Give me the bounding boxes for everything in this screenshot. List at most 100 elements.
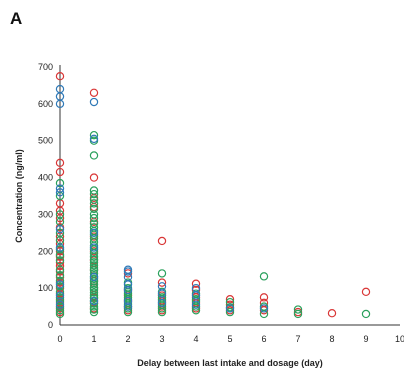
data-point (89, 294, 99, 303)
x-tick-label: 10 (395, 334, 404, 344)
x-tick-label: 1 (91, 334, 96, 344)
data-point (225, 304, 235, 313)
data-point (55, 99, 65, 109)
data-point (89, 210, 99, 219)
y-tick-label: 0 (48, 320, 53, 330)
data-point (55, 271, 65, 280)
data-point (55, 158, 65, 168)
data-point (157, 298, 167, 308)
x-tick-label: 7 (295, 334, 300, 344)
data-point (89, 186, 99, 195)
data-point (157, 307, 167, 317)
x-tick-label: 4 (193, 334, 198, 344)
data-point (89, 269, 99, 278)
data-point (89, 243, 99, 252)
data-point (157, 295, 167, 304)
data-point (191, 300, 201, 309)
data-point (89, 151, 99, 160)
data-point (55, 72, 65, 81)
data-point (191, 296, 201, 306)
data-point (89, 173, 99, 182)
y-tick-label: 200 (38, 246, 53, 256)
data-point (55, 178, 65, 188)
data-point (157, 269, 167, 278)
data-point (89, 299, 99, 308)
data-point (123, 280, 133, 289)
data-point (55, 261, 65, 271)
data-point (259, 293, 269, 302)
x-tick-label: 0 (57, 334, 62, 344)
data-point (89, 88, 99, 98)
data-point (55, 184, 65, 193)
x-tick-label: 5 (227, 334, 232, 344)
data-point (123, 302, 133, 311)
data-point (55, 276, 65, 285)
y-tick-label: 100 (38, 283, 53, 293)
x-axis-title: Delay between last intake and dosage (da… (137, 358, 323, 368)
axes (59, 65, 400, 326)
y-tick-labels: 0 100 200 300 400 500 600 700 (38, 62, 53, 330)
data-point (55, 213, 65, 223)
data-point (89, 283, 99, 292)
data-point (123, 307, 133, 317)
data-point (259, 272, 269, 281)
data-point (89, 228, 99, 238)
y-tick-label: 600 (38, 99, 53, 109)
data-point (327, 309, 337, 318)
data-point (225, 307, 235, 317)
x-tick-labels: 0 1 2 3 4 5 6 7 8 9 10 (57, 334, 404, 344)
data-point (89, 272, 99, 282)
data-point (89, 302, 99, 311)
data-point (89, 305, 99, 314)
data-point (89, 213, 99, 223)
data-point (55, 167, 65, 177)
data-point (89, 277, 99, 286)
data-point (89, 261, 99, 270)
data-point (55, 291, 65, 300)
data-point (361, 309, 371, 319)
data-point (123, 285, 133, 295)
data-point (259, 309, 269, 319)
x-tick-label: 8 (329, 334, 334, 344)
data-point (89, 97, 99, 107)
data-points (55, 72, 371, 319)
data-point (55, 243, 65, 252)
data-point (361, 287, 371, 297)
data-point (157, 278, 167, 287)
data-point (259, 304, 269, 313)
data-point (191, 306, 201, 315)
y-tick-label: 400 (38, 173, 53, 183)
data-point (55, 256, 65, 265)
y-tick-label: 500 (38, 136, 53, 146)
y-axis-title: Concentration (ng/ml) (14, 149, 24, 243)
data-point (293, 309, 303, 319)
data-point (157, 289, 167, 298)
y-tick-label: 300 (38, 209, 53, 219)
data-point (225, 297, 235, 307)
x-tick-label: 9 (363, 334, 368, 344)
data-point (55, 306, 65, 315)
data-point (55, 280, 65, 289)
data-point (123, 296, 133, 306)
data-point (89, 252, 99, 262)
x-tick-label: 6 (261, 334, 266, 344)
data-point (89, 307, 99, 317)
data-point (157, 304, 167, 313)
data-point (55, 265, 65, 274)
data-point (89, 258, 99, 267)
data-point (89, 189, 99, 199)
data-point (89, 134, 99, 144)
data-point (55, 296, 65, 306)
data-point (55, 309, 65, 319)
data-point (55, 188, 65, 197)
data-point (89, 263, 99, 273)
data-point (191, 291, 201, 300)
data-point (89, 199, 99, 208)
data-point (123, 267, 133, 276)
data-point (157, 236, 167, 246)
data-point (293, 305, 303, 314)
data-point (89, 204, 99, 214)
data-point (89, 248, 99, 258)
data-point (191, 279, 201, 288)
